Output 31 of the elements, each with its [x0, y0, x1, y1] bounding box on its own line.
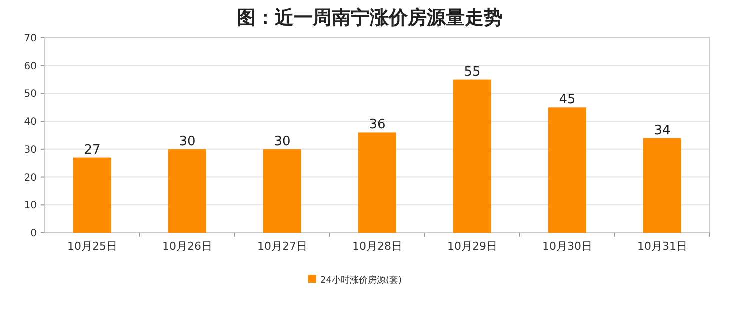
bar [168, 149, 206, 233]
bar [264, 149, 302, 233]
y-tick-label: 40 [24, 117, 37, 128]
bar [358, 132, 396, 233]
x-tick-label: 10月28日 [352, 240, 402, 253]
y-tick-label: 10 [24, 200, 37, 212]
x-tick-label: 10月27日 [258, 240, 308, 253]
data-label: 30 [274, 134, 291, 150]
y-tick-label: 60 [24, 61, 37, 72]
data-label: 30 [179, 134, 196, 150]
data-label: 36 [369, 118, 386, 133]
bar [644, 138, 682, 233]
bar [548, 108, 586, 233]
bar [454, 80, 492, 233]
data-label: 34 [654, 123, 671, 138]
x-tick-label: 10月29日 [448, 240, 498, 253]
data-label: 55 [464, 64, 481, 80]
x-tick-label: 10月26日 [162, 240, 212, 253]
y-tick-label: 70 [24, 34, 37, 44]
x-tick-label: 10月31日 [638, 240, 688, 253]
y-tick-label: 50 [24, 89, 37, 100]
y-tick-label: 30 [24, 144, 37, 156]
bar [74, 158, 112, 233]
x-tick-label: 10月30日 [542, 240, 592, 253]
x-tick-label: 10月25日 [68, 240, 118, 253]
chart-title: 图：近一周南宁涨价房源量走势 [237, 7, 503, 29]
y-tick-label: 0 [30, 228, 37, 240]
y-tick-label: 20 [24, 172, 37, 184]
data-label: 27 [84, 142, 101, 158]
data-label: 45 [559, 92, 576, 108]
legend-label: 24小时涨价房源(套) [320, 275, 402, 286]
